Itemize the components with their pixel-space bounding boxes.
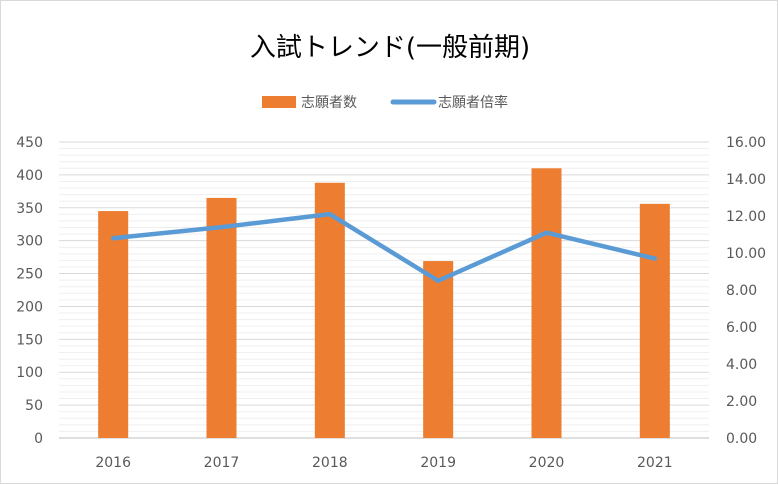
bar-2019 bbox=[423, 261, 453, 438]
right-tick-label: 10.00 bbox=[726, 246, 766, 262]
right-tick-label: 16.00 bbox=[726, 135, 766, 151]
left-tick-label: 350 bbox=[16, 201, 43, 217]
x-tick-label: 2021 bbox=[637, 455, 673, 471]
right-tick-label: 12.00 bbox=[726, 209, 766, 225]
gridlines bbox=[59, 142, 709, 438]
right-tick-label: 6.00 bbox=[726, 320, 757, 336]
right-tick-label: 2.00 bbox=[726, 394, 757, 410]
legend-label-line: 志願者倍率 bbox=[438, 94, 508, 111]
bar-2021 bbox=[640, 204, 670, 438]
right-axis: 0.00 2.00 4.00 6.00 8.00 10.00 12.00 14.00 16.00 bbox=[726, 135, 766, 447]
right-tick-label: 8.00 bbox=[726, 283, 757, 299]
x-tick-label: 2018 bbox=[312, 455, 348, 471]
right-tick-label: 0.00 bbox=[726, 431, 757, 447]
bar-2017 bbox=[207, 198, 237, 438]
left-tick-label: 450 bbox=[16, 135, 43, 151]
x-tick-label: 2020 bbox=[529, 455, 565, 471]
left-tick-label: 200 bbox=[16, 299, 43, 315]
legend-label-bar: 志願者数 bbox=[301, 95, 357, 111]
left-tick-label: 150 bbox=[16, 332, 43, 348]
left-tick-label: 0 bbox=[34, 431, 43, 447]
x-tick-label: 2017 bbox=[204, 455, 240, 471]
left-tick-label: 50 bbox=[25, 398, 43, 414]
bar-series bbox=[98, 168, 670, 438]
right-tick-label: 14.00 bbox=[726, 172, 766, 188]
legend: 志願者数 志願者倍率 bbox=[262, 94, 508, 111]
legend-swatch-bar bbox=[262, 96, 296, 108]
chart-title: 入試トレンド(一般前期) bbox=[250, 33, 530, 63]
x-axis: 2016 2017 2018 2019 2020 2021 bbox=[95, 455, 672, 471]
x-tick-label: 2019 bbox=[420, 455, 456, 471]
left-tick-label: 300 bbox=[16, 234, 43, 250]
left-tick-label: 250 bbox=[16, 267, 43, 283]
right-tick-label: 4.00 bbox=[726, 357, 757, 373]
left-tick-label: 100 bbox=[16, 365, 43, 381]
x-tick-label: 2016 bbox=[95, 455, 131, 471]
left-tick-label: 400 bbox=[16, 168, 43, 184]
left-axis: 0 50 100 150 200 250 300 350 400 450 bbox=[16, 135, 43, 447]
bar-2016 bbox=[98, 211, 128, 438]
bar-2020 bbox=[532, 168, 562, 438]
